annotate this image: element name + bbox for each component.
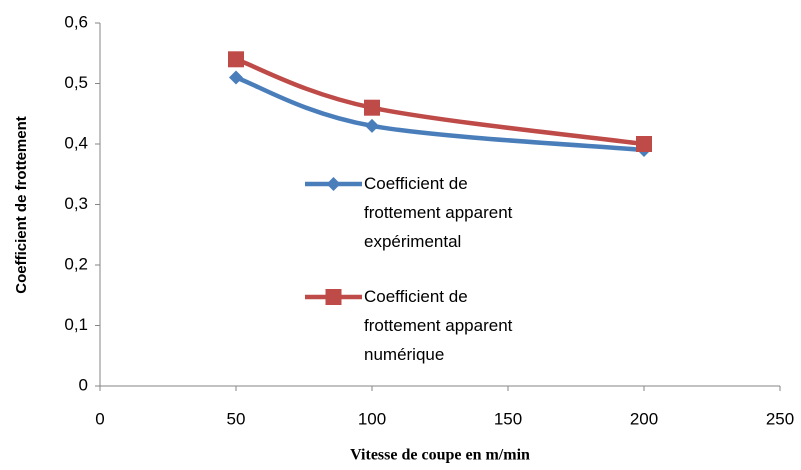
- legend-marker: [326, 177, 341, 191]
- legend-marker: [325, 289, 342, 305]
- y-tick-label: 0,1: [64, 315, 88, 334]
- x-tick-label: 50: [227, 409, 246, 428]
- y-tick-label: 0: [79, 375, 88, 394]
- legend-label: Coefficient de frottement apparent numér…: [364, 287, 513, 364]
- point: [229, 70, 243, 85]
- y-tick-label: 0,6: [64, 12, 88, 31]
- y-tick-label: 0,3: [64, 194, 88, 213]
- point: [636, 136, 652, 152]
- x-axis-title: Vitesse de coupe en m/min: [350, 447, 530, 464]
- point: [364, 99, 380, 116]
- x-tick-label: 250: [766, 409, 794, 428]
- y-tick-label: 0,4: [64, 133, 88, 152]
- point: [365, 118, 379, 133]
- y-tick-label: 0,2: [64, 254, 88, 273]
- x-tick-label: 100: [358, 409, 386, 428]
- y-axis-title: Coefficient de frottement: [13, 116, 30, 294]
- series-line: [235, 75, 645, 153]
- x-tick-label: 200: [630, 409, 658, 428]
- x-tick-label: 150: [494, 409, 522, 428]
- x-tick-label: 0: [95, 409, 104, 428]
- y-tick-label: 0,5: [64, 73, 88, 92]
- series-line: [235, 57, 645, 147]
- legend-label: Coefficient de frottement apparent expér…: [364, 174, 513, 251]
- point: [228, 51, 244, 68]
